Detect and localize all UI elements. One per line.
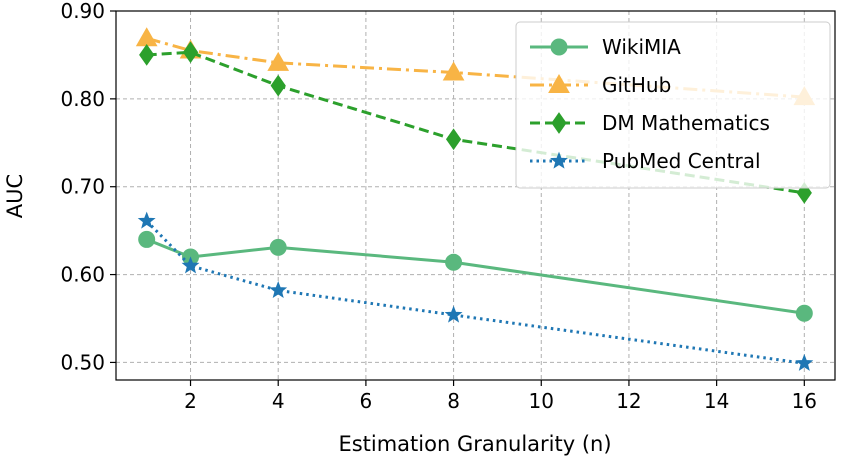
data-point-wikimia [445, 253, 463, 271]
data-point-github [135, 27, 158, 47]
x-tick-label: 14 [704, 389, 729, 413]
data-point-pubmed-central [795, 353, 814, 371]
legend-marker [550, 151, 568, 169]
plot-frame [115, 10, 836, 381]
data-point-wikimia [269, 238, 287, 256]
legend-item-dm-mathematics: DM Mathematics [530, 111, 770, 135]
x-tick-label: 6 [360, 389, 373, 413]
legend-marker [548, 73, 570, 93]
series-wikimia [138, 230, 813, 322]
data-point-wikimia [138, 230, 156, 248]
y-tick-label: 0.70 [60, 175, 105, 199]
x-tick-label: 4 [272, 389, 285, 413]
ticks: 2 4 6 8 10 12 14 16 0.50 0.60 0.70 0.80 0.90 [60, 0, 817, 413]
y-tick-label: 0.90 [60, 0, 105, 23]
legend-label: DM Mathematics [602, 111, 770, 135]
data-point-github [267, 51, 290, 71]
data-point-dm-mathematics [445, 128, 462, 151]
y-tick-label: 0.80 [60, 87, 105, 111]
data-point-dm-mathematics [270, 74, 286, 97]
legend: WikiMIA GitHub DM Mathematics PubMed Centra… [515, 21, 831, 189]
legend-marker [551, 112, 567, 134]
legend-item-pubmed-central: PubMed Central [530, 149, 761, 173]
y-axis-label: AUC [3, 174, 27, 218]
x-axis-label: Estimation Granularity (n) [338, 432, 611, 456]
legend-label: PubMed Central [602, 149, 761, 173]
data-point-dm-mathematics [182, 41, 199, 64]
y-tick-label: 0.50 [60, 350, 105, 374]
data-point-dm-mathematics [139, 44, 155, 66]
legend-box [515, 21, 831, 189]
legend-marker [550, 38, 568, 56]
series-line-wikimia [146, 238, 805, 315]
legend-item-github: GitHub [530, 73, 671, 97]
x-tick-label: 2 [184, 389, 197, 413]
y-tick-label: 0.60 [60, 263, 105, 287]
data-point-pubmed-central [137, 211, 156, 229]
x-tick-label: 12 [616, 389, 641, 413]
series-line-pubmed-central [145, 219, 805, 365]
data-point-github [442, 61, 465, 81]
legend-label: GitHub [602, 73, 671, 97]
data-point-wikimia [795, 304, 813, 322]
legend-label: WikiMIA [602, 35, 681, 59]
legend-item-wikimia: WikiMIA [530, 35, 681, 59]
x-tick-label: 8 [447, 389, 460, 413]
x-tick-label: 16 [792, 389, 817, 413]
data-point-pubmed-central [444, 305, 463, 323]
data-point-pubmed-central [269, 280, 288, 298]
x-tick-label: 10 [529, 389, 554, 413]
series-pubmed-central [137, 211, 814, 371]
data-point-pubmed-central [181, 256, 200, 274]
